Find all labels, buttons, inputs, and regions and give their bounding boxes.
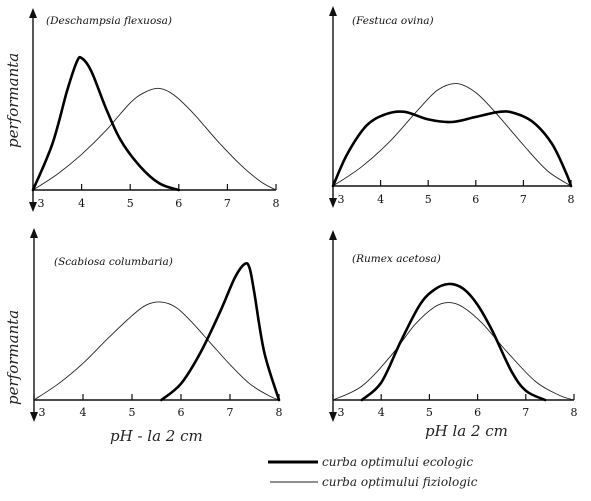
y-axis-arrow-up — [329, 6, 337, 16]
panels: 3 4 5 6 7 8 (Deschampsia flexuosa) 3 4 5 6 7 8 (Festu… — [29, 6, 578, 422]
panel-title: (Festuca ovina) — [352, 15, 434, 27]
series-fiziologic-line — [332, 83, 572, 187]
x-tick-label-7: 7 — [520, 193, 527, 206]
x-tick-label-5: 5 — [426, 406, 433, 419]
xlabel-right: pH la 2 cm — [425, 422, 508, 440]
ylabel-top: performanta — [4, 53, 22, 148]
series-fiziologic-line — [33, 301, 280, 401]
y-axis-arrow-down — [329, 412, 337, 422]
y-axis-arrow-down — [29, 202, 37, 212]
legend-label-fiziologic: curba optimului fiziologic — [322, 475, 478, 489]
x-tick-label-7: 7 — [522, 406, 529, 419]
x-tick-label-8: 8 — [273, 197, 280, 210]
xlabel-left: pH - la 2 cm — [110, 427, 203, 445]
x-tick-label-6: 6 — [175, 197, 182, 210]
x-tick-label-6: 6 — [474, 406, 481, 419]
panel-title: (Rumex acetosa) — [352, 253, 441, 265]
panel-1: 3 4 5 6 7 8 (Deschampsia flexuosa) — [29, 8, 280, 212]
series-fiziologic-line — [332, 302, 575, 401]
panel-title: (Scabiosa columbaria) — [54, 256, 173, 268]
x-tick-label-3: 3 — [338, 193, 345, 206]
x-tick-label-4: 4 — [80, 406, 87, 419]
x-tick-label-5: 5 — [425, 193, 432, 206]
panel-title: (Deschampsia flexuosa) — [46, 15, 172, 27]
y-axis-arrow-down — [30, 412, 38, 422]
x-tick-label-3: 3 — [39, 406, 46, 419]
x-tick-label-4: 4 — [78, 197, 85, 210]
y-axis-arrow-up — [29, 8, 37, 18]
series-ecologic-line — [160, 261, 281, 402]
x-tick-label-8: 8 — [568, 193, 575, 206]
legend-label-ecologic: curba optimului ecologic — [322, 455, 473, 469]
panel-2: 3 4 5 6 7 8 (Festuca ovina) — [329, 6, 575, 208]
series-ecologic-line — [331, 110, 573, 188]
x-tick-label-3: 3 — [338, 406, 345, 419]
series-ecologic-line — [31, 55, 181, 192]
x-tick-label-3: 3 — [38, 197, 45, 210]
x-tick-label-8: 8 — [276, 406, 283, 419]
x-tick-label-5: 5 — [127, 197, 134, 210]
x-tick-label-6: 6 — [178, 406, 185, 419]
y-axis-arrow-up — [30, 228, 38, 238]
panel-3: 3 4 5 6 7 8 (Scabiosa columbaria) — [30, 228, 283, 422]
x-tick-label-6: 6 — [472, 193, 479, 206]
x-tick-label-8: 8 — [571, 406, 578, 419]
series-ecologic-line — [360, 282, 547, 402]
y-axis-arrow-up — [329, 230, 337, 240]
x-tick-label-4: 4 — [378, 406, 385, 419]
series-fiziologic-line — [32, 87, 277, 191]
y-axis-arrow-down — [329, 198, 337, 208]
x-tick-label-5: 5 — [129, 406, 136, 419]
x-tick-label-4: 4 — [377, 193, 384, 206]
x-tick-label-7: 7 — [227, 406, 234, 419]
panel-4: 3 4 5 6 7 8 (Rumex acetosa) — [329, 230, 578, 422]
legend: curba optimului ecologic curba optimului… — [268, 455, 478, 489]
x-tick-label-7: 7 — [224, 197, 231, 210]
ylabel-bottom: performanta — [4, 310, 22, 405]
